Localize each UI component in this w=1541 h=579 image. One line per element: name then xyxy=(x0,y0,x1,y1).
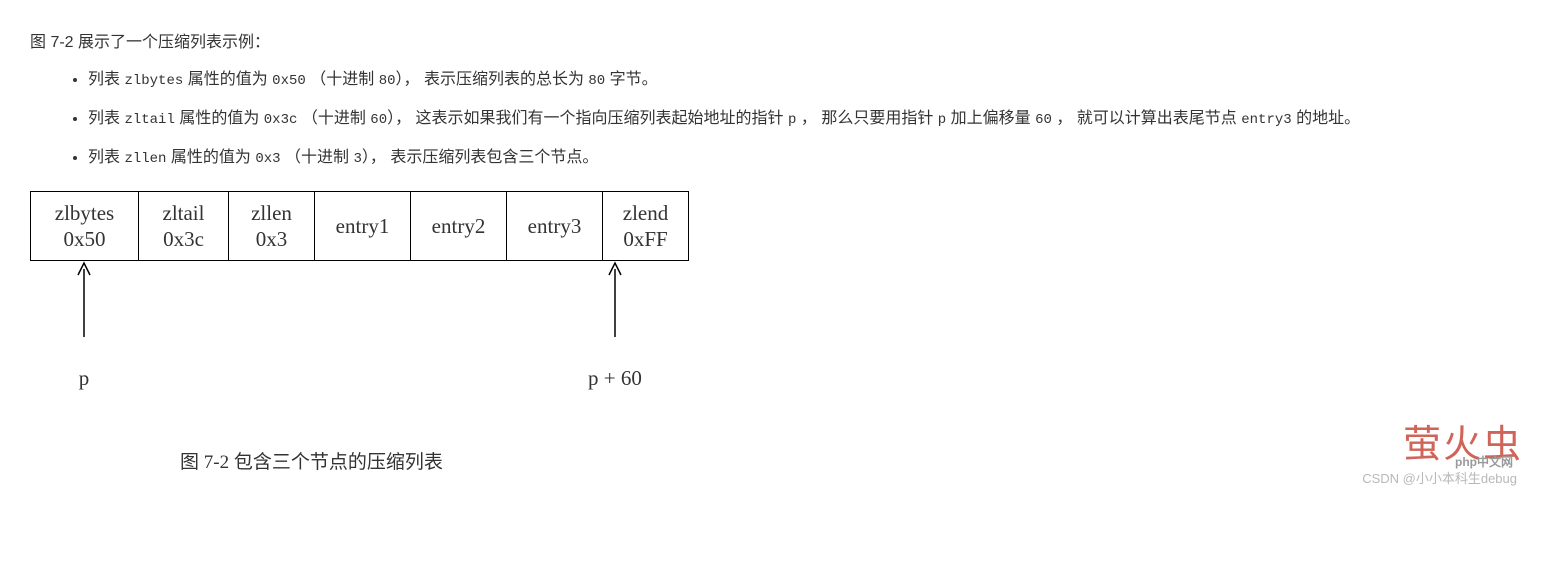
ziplist-cell: entry3 xyxy=(507,191,603,261)
ziplist-cell: zllen0x3 xyxy=(229,191,315,261)
ziplist-table: zlbytes0x50zltail0x3czllen0x3entry1entry… xyxy=(30,191,689,262)
text: ）， 表示压缩列表的总长为 xyxy=(396,71,589,88)
text: ）， 这表示如果我们有一个指向压缩列表起始地址的指针 xyxy=(387,110,788,127)
ziplist-diagram: zlbytes0x50zltail0x3czllen0x3entry1entry… xyxy=(30,191,1511,482)
arrow-up-icon xyxy=(607,261,623,337)
code: p xyxy=(938,112,946,128)
code: zlbytes xyxy=(124,73,183,89)
text: ， 那么只要用指针 xyxy=(796,110,937,127)
code: 80 xyxy=(588,73,605,89)
watermark-gray: CSDN @小小本科生debug xyxy=(1362,467,1517,492)
pointer-arrow: p + 60 xyxy=(588,261,642,398)
bullet-list: 列表 zlbytes 属性的值为 0x50 （十进制 80）， 表示压缩列表的总… xyxy=(30,62,1511,176)
ziplist-cell: zlend0xFF xyxy=(603,191,689,261)
code: 3 xyxy=(354,151,362,167)
pointer-label: p xyxy=(76,359,92,399)
text: 属性的值为 xyxy=(166,149,255,166)
bullet-item: 列表 zltail 属性的值为 0x3c （十进制 60）， 这表示如果我们有一… xyxy=(88,101,1511,138)
text: ）， 表示压缩列表包含三个节点。 xyxy=(362,149,598,166)
text: 的地址。 xyxy=(1292,110,1360,127)
pointer-arrows: p p + 60 xyxy=(30,261,1511,411)
pointer-arrow: p xyxy=(76,261,92,398)
text: 加上偏移量 xyxy=(946,110,1035,127)
bullet-item: 列表 zllen 属性的值为 0x3 （十进制 3）， 表示压缩列表包含三个节点… xyxy=(88,140,1511,177)
ziplist-cell: entry1 xyxy=(315,191,411,261)
code: zltail xyxy=(124,112,174,128)
code: 80 xyxy=(379,73,396,89)
intro-text: 图 7-2 展示了一个压缩列表示例： xyxy=(30,28,1511,58)
ziplist-cell: zlbytes0x50 xyxy=(31,191,139,261)
code: 0x50 xyxy=(272,73,306,89)
text: 列表 xyxy=(88,71,124,88)
figure-caption: 图 7-2 包含三个节点的压缩列表 xyxy=(180,445,1511,481)
arrow-up-icon xyxy=(76,261,92,337)
bullet-item: 列表 zlbytes 属性的值为 0x50 （十进制 80）， 表示压缩列表的总… xyxy=(88,62,1511,99)
text: 列表 xyxy=(88,110,124,127)
text: 属性的值为 xyxy=(175,110,264,127)
text: 属性的值为 xyxy=(183,71,272,88)
text: 列表 xyxy=(88,149,124,166)
code: 60 xyxy=(370,112,387,128)
ziplist-cell: entry2 xyxy=(411,191,507,261)
pointer-label: p + 60 xyxy=(588,359,642,399)
ziplist-cell: zltail0x3c xyxy=(139,191,229,261)
text: （十进制 xyxy=(306,71,379,88)
code: zllen xyxy=(124,151,166,167)
text: ， 就可以计算出表尾节点 xyxy=(1052,110,1241,127)
code: 60 xyxy=(1035,112,1052,128)
text: 字节。 xyxy=(605,71,657,88)
text: （十进制 xyxy=(297,110,370,127)
code: 0x3c xyxy=(264,112,298,128)
code: entry3 xyxy=(1241,112,1291,128)
text: （十进制 xyxy=(281,149,354,166)
code: 0x3 xyxy=(255,151,280,167)
